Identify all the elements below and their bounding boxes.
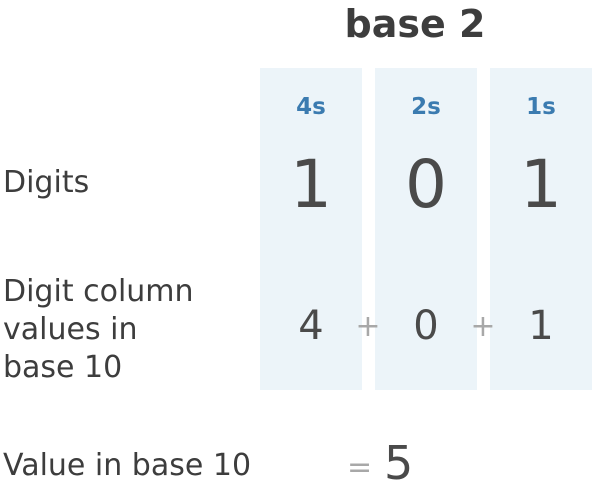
column-value-2s: 0: [413, 303, 439, 349]
equals-sign: =: [347, 450, 373, 485]
column-value-1s: 1: [528, 303, 554, 349]
plus-operator-2: +: [470, 309, 496, 344]
result-value: 5: [384, 436, 414, 490]
digit-1s: 1: [520, 146, 562, 223]
place-label-4s: 4s: [296, 94, 326, 120]
diagram-title: base 2: [344, 2, 486, 46]
column-value-4s: 4: [298, 303, 324, 349]
digit-2s: 0: [405, 146, 447, 223]
place-label-1s: 1s: [526, 94, 556, 120]
digits-row-label: Digits: [3, 165, 90, 200]
column-values-row-label: Digit column values in base 10: [3, 274, 194, 385]
column-background-4s: [260, 68, 362, 390]
column-background-2s: [375, 68, 477, 390]
digit-4s: 1: [290, 146, 332, 223]
value-row-label: Value in base 10: [3, 448, 252, 483]
place-label-2s: 2s: [411, 94, 441, 120]
column-background-1s: [490, 68, 592, 390]
plus-operator-1: +: [355, 309, 381, 344]
